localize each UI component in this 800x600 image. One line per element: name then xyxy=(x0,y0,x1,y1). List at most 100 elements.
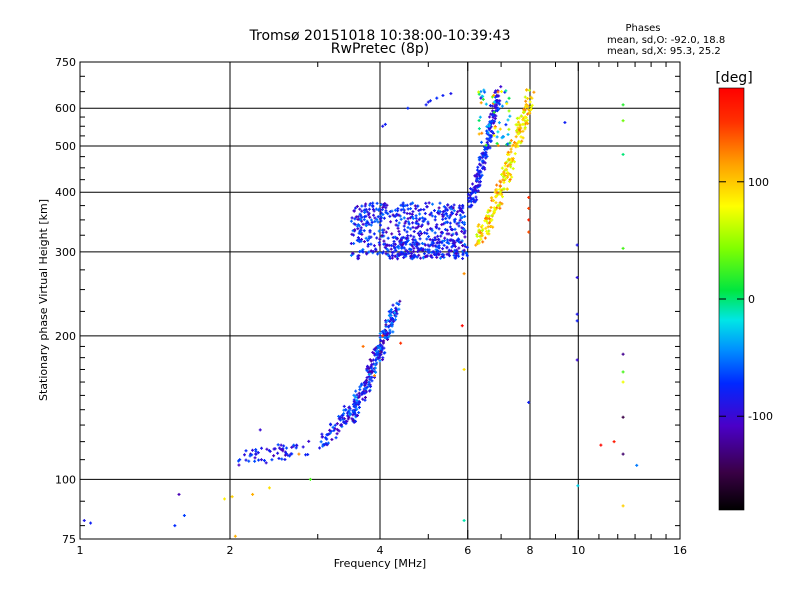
data-point xyxy=(457,246,461,250)
data-point xyxy=(518,124,522,128)
data-point xyxy=(575,319,579,323)
data-point xyxy=(504,89,508,93)
data-point xyxy=(438,201,442,205)
data-point xyxy=(402,210,406,214)
data-point xyxy=(487,232,491,236)
data-point xyxy=(283,458,287,462)
data-point xyxy=(251,448,255,452)
data-point xyxy=(492,199,496,203)
data-point xyxy=(401,207,405,211)
data-point xyxy=(363,395,367,399)
data-point xyxy=(340,423,344,427)
x-tick-label: 10 xyxy=(571,544,585,557)
data-point xyxy=(386,248,390,252)
data-point xyxy=(390,323,394,327)
data-point xyxy=(427,250,431,254)
colorbar-label: [deg] xyxy=(715,70,752,86)
data-point xyxy=(480,234,484,238)
data-point xyxy=(474,243,478,247)
data-point xyxy=(367,222,371,226)
data-point xyxy=(451,206,455,210)
data-point xyxy=(337,417,341,421)
data-point xyxy=(330,438,334,442)
data-point xyxy=(378,353,382,357)
data-point xyxy=(376,252,380,256)
data-point xyxy=(408,216,412,220)
data-point xyxy=(273,447,277,451)
data-point xyxy=(373,219,377,223)
data-point xyxy=(477,119,481,123)
data-point xyxy=(496,204,500,208)
data-point xyxy=(358,212,362,216)
data-point xyxy=(484,143,488,147)
x-tick-label: 6 xyxy=(464,544,471,557)
data-point xyxy=(254,448,258,452)
data-point xyxy=(513,140,517,144)
data-point xyxy=(417,253,421,257)
data-point xyxy=(457,238,461,242)
data-point xyxy=(439,234,443,238)
data-point xyxy=(375,361,379,365)
data-point xyxy=(375,236,379,240)
data-point xyxy=(364,224,368,228)
data-point xyxy=(484,102,488,106)
data-point xyxy=(380,228,384,232)
data-point xyxy=(396,207,400,211)
data-point xyxy=(509,161,513,165)
data-point xyxy=(487,217,491,221)
data-point xyxy=(401,201,405,205)
data-point xyxy=(358,207,362,211)
data-point xyxy=(379,217,383,221)
data-point xyxy=(384,230,388,234)
data-point xyxy=(494,201,498,205)
data-point xyxy=(493,207,497,211)
data-point xyxy=(402,256,406,260)
data-point xyxy=(369,223,373,227)
colorbar-ticks: 100 0 -100 xyxy=(719,176,773,423)
data-point xyxy=(490,218,494,222)
data-point xyxy=(475,168,479,172)
data-point xyxy=(306,453,310,457)
data-point xyxy=(400,243,404,247)
data-point xyxy=(412,246,416,250)
data-point xyxy=(485,140,489,144)
data-point xyxy=(408,212,412,216)
data-point xyxy=(529,95,533,99)
x-tick-label: 16 xyxy=(673,544,687,557)
data-point xyxy=(441,210,445,214)
data-point xyxy=(438,250,442,254)
data-point xyxy=(457,254,461,258)
data-point xyxy=(635,463,639,467)
data-point xyxy=(463,235,467,239)
data-point xyxy=(345,419,349,423)
data-point xyxy=(349,253,353,257)
data-point xyxy=(391,316,395,320)
data-point xyxy=(378,237,382,241)
data-point xyxy=(415,255,419,259)
data-point xyxy=(485,129,489,133)
data-point xyxy=(400,240,404,244)
data-point xyxy=(461,257,465,261)
data-point xyxy=(462,519,466,523)
x-tick-label: 4 xyxy=(377,544,384,557)
data-point xyxy=(383,245,387,249)
data-point xyxy=(500,136,504,140)
data-point xyxy=(281,449,285,453)
data-point xyxy=(419,208,423,212)
data-point xyxy=(265,447,269,451)
data-point xyxy=(381,358,385,362)
data-point xyxy=(433,215,437,219)
data-point xyxy=(393,235,397,239)
data-point xyxy=(236,459,240,463)
data-point xyxy=(328,428,332,432)
data-point xyxy=(407,247,411,251)
data-point xyxy=(364,380,368,384)
data-point xyxy=(364,208,368,212)
data-point xyxy=(457,221,461,225)
data-point xyxy=(481,97,485,101)
data-point xyxy=(424,103,428,107)
data-point xyxy=(371,204,375,208)
data-point xyxy=(483,90,487,94)
data-point xyxy=(475,178,479,182)
data-point xyxy=(395,312,399,316)
